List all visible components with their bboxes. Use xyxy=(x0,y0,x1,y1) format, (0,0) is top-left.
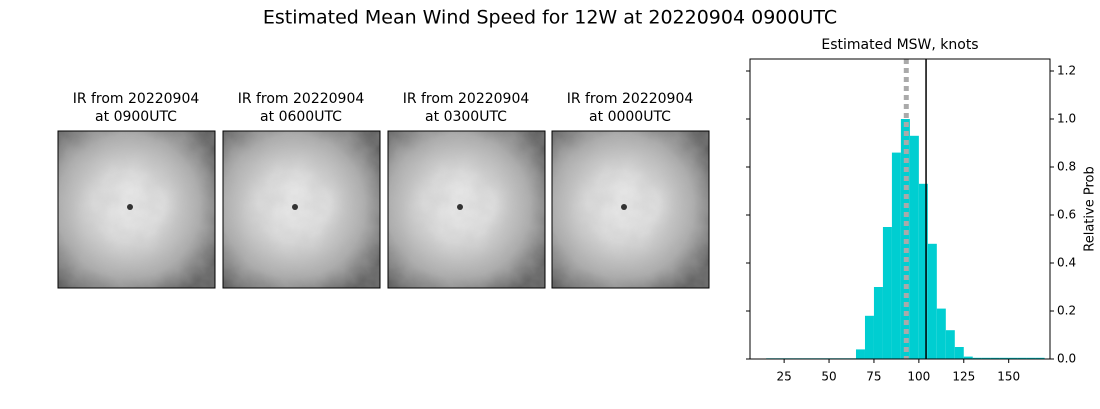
panel-title: at 0600UTC xyxy=(260,109,342,125)
bar xyxy=(1017,357,1027,359)
bar xyxy=(981,357,991,359)
panel-title: at 0300UTC xyxy=(425,109,507,125)
x-tick-label: 75 xyxy=(866,370,881,384)
panel-title: IR from 20220904 xyxy=(73,91,200,107)
bar xyxy=(864,315,874,359)
x-tick-label: 25 xyxy=(776,370,791,384)
bar xyxy=(936,308,946,359)
bar xyxy=(909,135,919,359)
y-tick-label: 0.0 xyxy=(1057,352,1076,366)
plot-frame xyxy=(749,58,1051,360)
x-tick-label: 50 xyxy=(821,370,836,384)
bar xyxy=(927,243,937,359)
bar xyxy=(891,152,901,359)
y-tick-label: 0.2 xyxy=(1057,304,1076,318)
y-tick-label: 1.0 xyxy=(1057,112,1076,126)
panel-title: IR from 20220904 xyxy=(403,91,530,107)
figure-title: Estimated Mean Wind Speed for 12W at 202… xyxy=(263,7,837,29)
panel-title: at 0000UTC xyxy=(589,109,671,125)
bar xyxy=(954,347,964,359)
ir-panel: IR from 20220904 at 0000UTC xyxy=(551,91,710,289)
ir-panel: IR from 20220904 at 0600UTC xyxy=(222,91,381,289)
bar xyxy=(1035,357,1045,359)
chart-title: Estimated MSW, knots xyxy=(821,37,978,53)
panel-title: at 0900UTC xyxy=(95,109,177,125)
bar xyxy=(873,287,883,359)
bar xyxy=(945,330,955,359)
x-tick-label: 100 xyxy=(907,370,930,384)
panel-title: IR from 20220904 xyxy=(567,91,694,107)
bar xyxy=(1008,357,1018,359)
y-tick-label: 1.2 xyxy=(1057,64,1076,78)
y-tick-label: 0.8 xyxy=(1057,160,1076,174)
bar xyxy=(972,357,982,359)
bar xyxy=(918,183,928,359)
bar xyxy=(1026,357,1036,359)
x-tick-label: 125 xyxy=(952,370,975,384)
panel-title: IR from 20220904 xyxy=(238,91,365,107)
bar xyxy=(963,356,973,359)
x-tick-label: 150 xyxy=(997,370,1020,384)
ir-panel: IR from 20220904 at 0300UTC xyxy=(387,91,546,289)
ir-panel: IR from 20220904 at 0900UTC xyxy=(57,91,216,289)
bar xyxy=(882,227,892,359)
y-tick-label: 0.6 xyxy=(1057,208,1076,222)
y-axis-label: Relative Prob xyxy=(1083,166,1098,251)
y-tick-label: 0.4 xyxy=(1057,256,1076,270)
bar xyxy=(990,357,1000,359)
bar xyxy=(855,349,865,359)
bar xyxy=(999,357,1009,359)
